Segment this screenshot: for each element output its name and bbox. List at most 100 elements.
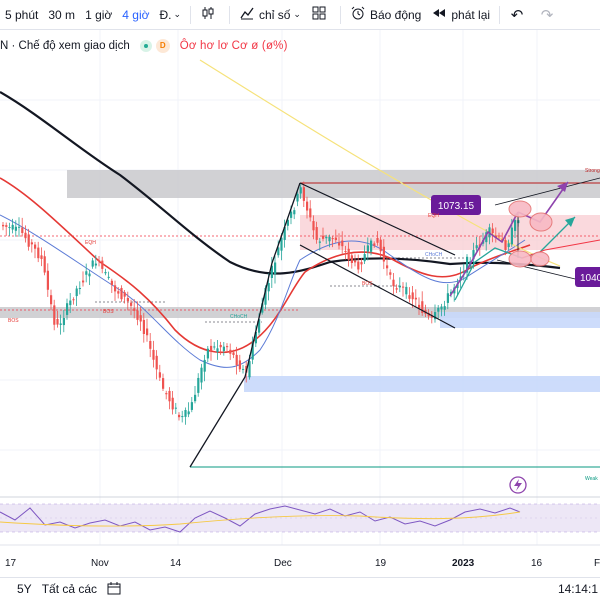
candle-body: [491, 228, 494, 234]
candle-body: [363, 254, 366, 262]
candle-body: [123, 292, 126, 297]
market-status-icon: [139, 40, 152, 52]
candle-body: [130, 302, 133, 306]
candle-body: [213, 346, 216, 348]
sma-yellow-line: [199, 59, 561, 267]
candle-body: [91, 260, 94, 267]
candle-body: [222, 346, 225, 351]
indicators-icon: [239, 6, 255, 23]
candle-body: [405, 286, 408, 295]
price-label-1040: 1040: [580, 273, 600, 284]
candle-body: [344, 250, 347, 252]
timeframe-5m[interactable]: 5 phút: [5, 7, 39, 22]
x-tick: 2023: [452, 558, 475, 569]
layout-button[interactable]: [306, 0, 336, 30]
ema-50-line: [0, 177, 531, 354]
candle-body: [251, 342, 254, 360]
candle-body: [139, 315, 142, 322]
timeframe-30m[interactable]: 30 m: [48, 7, 76, 22]
candle-body: [498, 235, 501, 237]
toolbar-divider: [229, 5, 231, 24]
annotation-bos: BOS: [103, 309, 114, 315]
timeframe-more[interactable]: Đ. ⌄: [155, 0, 187, 30]
candle-body: [366, 245, 369, 252]
candle-body: [165, 393, 168, 395]
candle-body: [56, 319, 59, 325]
candle-body: [299, 187, 302, 194]
grid-layout-icon: [311, 6, 327, 23]
indicators-button[interactable]: chỉ số ⌄: [234, 0, 306, 30]
rsi-line: [0, 505, 521, 533]
candle-body: [178, 414, 181, 418]
alert-button[interactable]: Báo động: [345, 0, 426, 30]
clock[interactable]: 14:14:1: [557, 582, 598, 596]
candle-body: [318, 241, 321, 243]
date-range-button[interactable]: [102, 581, 126, 598]
highlight-circle: [529, 212, 553, 232]
candle-body: [261, 303, 264, 313]
rsi-ma-line: [0, 511, 521, 527]
timeframe-1h[interactable]: 1 giờ: [85, 7, 113, 22]
candle-body: [472, 250, 475, 260]
candle-body: [34, 244, 37, 249]
candle-body: [226, 346, 229, 348]
x-tick: 16: [531, 558, 543, 569]
candle-body: [43, 256, 46, 273]
candle-body: [277, 247, 280, 256]
channel-top-line[interactable]: [299, 182, 456, 256]
candle-body: [306, 201, 309, 211]
candle-body: [414, 297, 417, 300]
candle-body: [274, 262, 277, 275]
projection-purple-path[interactable]: [449, 211, 519, 297]
candle-body: [37, 247, 40, 259]
chart-grid: [0, 30, 600, 545]
candle-body: [264, 287, 267, 305]
candle-body: [248, 361, 251, 378]
chart-type-button[interactable]: [195, 0, 225, 30]
candle-body: [66, 303, 69, 315]
candle-body: [357, 261, 360, 270]
candle-body: [446, 293, 449, 303]
symbol-title[interactable]: N · Chế độ xem giao dịch: [0, 40, 130, 52]
redo-icon: ↷: [540, 6, 554, 24]
price-chart[interactable]: 1073.15 1040 EQH BOS BOS CHoCH CHoCH BOS…: [0, 30, 600, 577]
redo-button[interactable]: ↷: [534, 0, 564, 30]
candle-body: [402, 286, 405, 288]
candle-body: [171, 397, 174, 410]
chevron-down-icon: ⌄: [293, 9, 301, 19]
candle-body: [107, 276, 110, 278]
timeframe-4h[interactable]: 4 giờ: [122, 7, 150, 22]
trendline-up[interactable]: [189, 182, 301, 468]
demand-zone-gray: [0, 307, 600, 318]
candle-body: [94, 263, 97, 266]
candle-body: [50, 295, 53, 305]
price-label-box[interactable]: [431, 195, 481, 215]
candle-body: [430, 315, 433, 318]
candle-body: [232, 352, 235, 355]
candle-body: [216, 348, 219, 353]
candle-body: [466, 256, 469, 273]
candle-body: [296, 193, 299, 202]
indicators-label: chỉ số: [259, 7, 291, 22]
candle-body: [2, 224, 5, 227]
candlestick-icon: [200, 6, 216, 23]
annotation-eqh: EQH: [428, 213, 439, 219]
projection-green-path[interactable]: [454, 216, 576, 301]
annotation-choch: CHoCH: [425, 252, 443, 258]
candle-body: [514, 219, 517, 231]
candle-body: [24, 232, 27, 239]
candle-body: [267, 283, 270, 292]
candle-body: [69, 300, 72, 306]
replay-button[interactable]: phát lại: [426, 0, 495, 30]
channel-bottom-line[interactable]: [299, 244, 456, 329]
undo-button[interactable]: ↶: [504, 0, 534, 30]
price-label-box[interactable]: [575, 267, 600, 287]
candle-body: [434, 312, 437, 320]
candle-body: [110, 280, 113, 285]
candle-body: [242, 368, 245, 370]
range-all[interactable]: Tất cả các: [41, 582, 98, 596]
candle-body: [40, 255, 43, 259]
range-5y[interactable]: 5Y: [17, 582, 32, 596]
arrow-head-icon: [557, 182, 568, 192]
candle-body: [82, 280, 85, 283]
